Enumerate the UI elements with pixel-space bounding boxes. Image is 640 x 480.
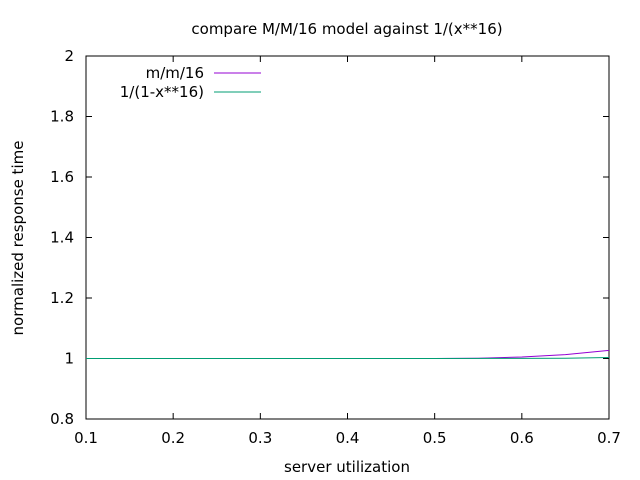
- x-tick-label: 0.7: [597, 429, 621, 447]
- plot-area-frame: [85, 55, 610, 420]
- y-tick-label: 1.8: [50, 108, 74, 126]
- series-layer: [86, 349, 610, 359]
- y-tick-label: 0.8: [50, 410, 74, 428]
- chart-title: compare M/M/16 model against 1/(x**16): [191, 20, 502, 38]
- y-tick-label: 1.2: [50, 289, 74, 307]
- legend-label-series-1: m/m/16: [146, 64, 204, 82]
- legend: m/m/16 1/(1-x**16): [120, 64, 261, 101]
- x-tick-label: 0.3: [248, 429, 272, 447]
- x-tick-label: 0.6: [510, 429, 534, 447]
- y-tick-label: 1.4: [50, 229, 74, 247]
- x-tick-label: 0.5: [423, 429, 447, 447]
- y-tick-label: 1.6: [50, 168, 74, 186]
- series-line-1: [86, 349, 610, 359]
- x-axis-label: server utilization: [284, 458, 410, 476]
- x-tick-label: 0.2: [161, 429, 185, 447]
- series-line-2: [86, 357, 610, 359]
- y-tick-label: 1: [64, 350, 74, 368]
- x-tick-label: 0.4: [336, 429, 360, 447]
- ticks-layer: 0.1 0.2 0.3 0.4 0.5 0.6 0.7 0.8 1 1.2 1.4 1.6 1.8 2: [50, 47, 621, 447]
- legend-label-series-2: 1/(1-x**16): [120, 83, 204, 101]
- x-tick-label: 0.1: [74, 429, 98, 447]
- y-axis-label: normalized response time: [9, 141, 27, 336]
- y-tick-label: 2: [64, 47, 74, 65]
